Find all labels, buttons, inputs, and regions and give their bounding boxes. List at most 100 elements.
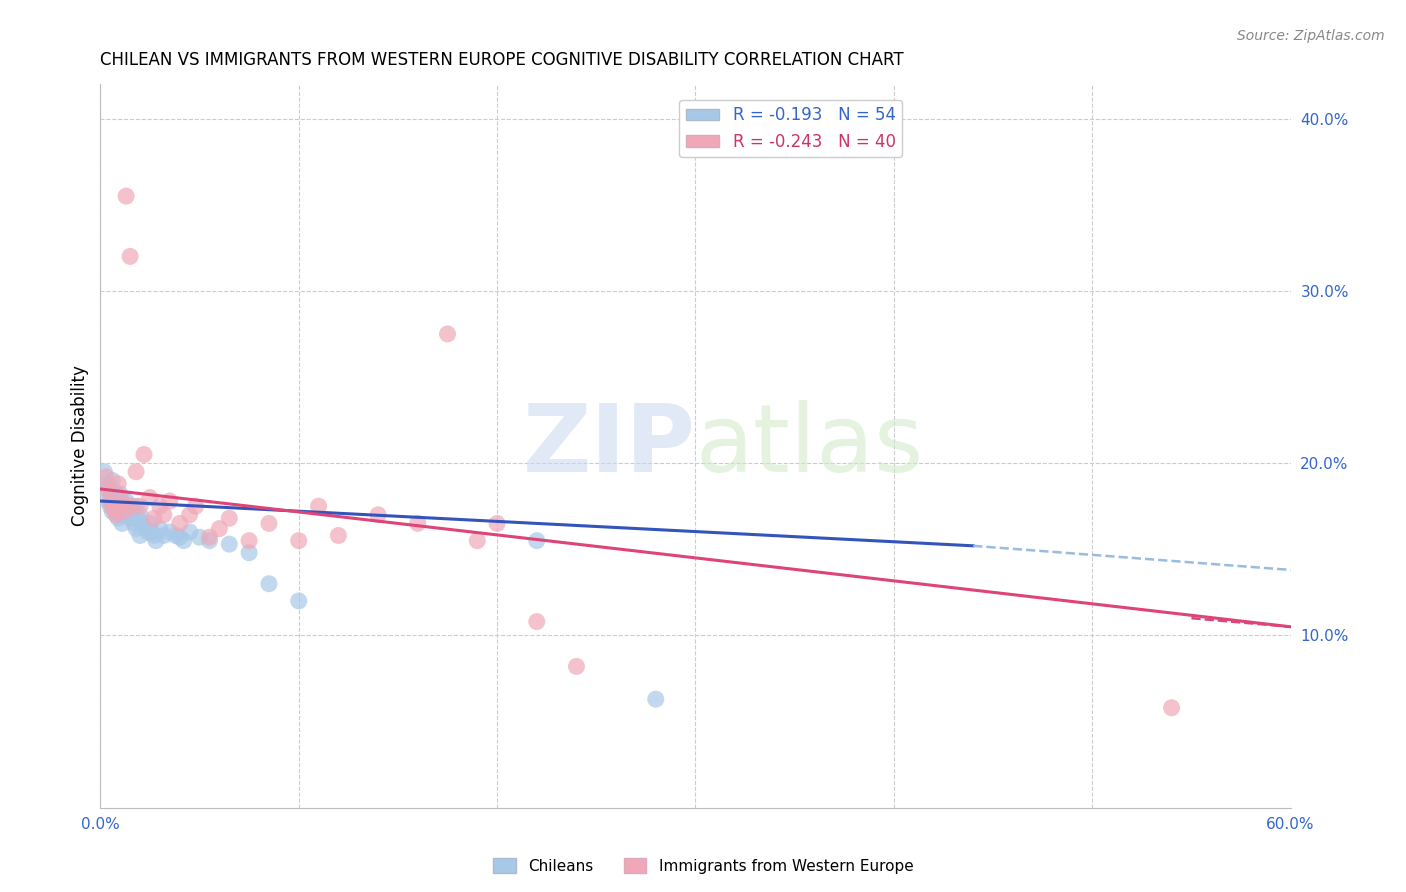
Point <box>107 511 129 525</box>
Point <box>117 508 139 522</box>
Point <box>257 516 280 531</box>
Point <box>101 504 124 518</box>
Point <box>169 516 191 531</box>
Point <box>98 494 121 508</box>
Point <box>98 487 121 501</box>
Point <box>141 524 163 539</box>
Point <box>97 482 120 496</box>
Point <box>169 530 191 544</box>
Point <box>111 516 134 531</box>
Point <box>131 516 153 531</box>
Point <box>121 499 143 513</box>
Point <box>287 594 309 608</box>
Point <box>218 537 240 551</box>
Point <box>97 476 120 491</box>
Point <box>112 508 135 522</box>
Point <box>98 499 121 513</box>
Point <box>165 528 187 542</box>
Point <box>103 485 125 500</box>
Point <box>198 533 221 548</box>
Point <box>121 504 143 518</box>
Point <box>101 499 124 513</box>
Point <box>139 491 162 505</box>
Point <box>125 499 148 513</box>
Point <box>108 494 131 508</box>
Point <box>101 474 124 488</box>
Point <box>132 448 155 462</box>
Point <box>108 487 131 501</box>
Point <box>149 522 172 536</box>
Point <box>129 508 152 522</box>
Point <box>565 659 588 673</box>
Point <box>125 465 148 479</box>
Point <box>105 508 128 522</box>
Point <box>93 465 115 479</box>
Point <box>159 494 181 508</box>
Point <box>208 522 231 536</box>
Legend: R = -0.193   N = 54, R = -0.243   N = 40: R = -0.193 N = 54, R = -0.243 N = 40 <box>679 100 903 157</box>
Point <box>436 326 458 341</box>
Point <box>526 615 548 629</box>
Point <box>142 528 165 542</box>
Point <box>184 499 207 513</box>
Point <box>406 516 429 531</box>
Point <box>127 511 149 525</box>
Text: Source: ZipAtlas.com: Source: ZipAtlas.com <box>1237 29 1385 43</box>
Point <box>132 520 155 534</box>
Point <box>112 504 135 518</box>
Point <box>188 530 211 544</box>
Point <box>129 499 152 513</box>
Point <box>139 516 162 531</box>
Legend: Chileans, Immigrants from Western Europe: Chileans, Immigrants from Western Europe <box>486 852 920 880</box>
Point <box>238 546 260 560</box>
Point <box>179 524 201 539</box>
Point <box>129 528 152 542</box>
Point <box>107 476 129 491</box>
Point <box>145 533 167 548</box>
Point <box>105 508 128 522</box>
Point <box>111 499 134 513</box>
Point <box>120 249 142 263</box>
Point <box>179 508 201 522</box>
Point <box>486 516 509 531</box>
Point <box>115 189 138 203</box>
Point <box>120 499 142 513</box>
Point <box>198 530 221 544</box>
Point <box>96 482 118 496</box>
Point <box>218 511 240 525</box>
Point <box>107 504 129 518</box>
Point <box>367 508 389 522</box>
Point <box>159 524 181 539</box>
Point <box>149 499 172 513</box>
Point <box>526 533 548 548</box>
Point <box>153 508 176 522</box>
Point <box>142 511 165 525</box>
Point <box>257 576 280 591</box>
Point <box>103 502 125 516</box>
Point <box>97 494 120 508</box>
Text: ZIP: ZIP <box>523 400 696 491</box>
Point <box>644 692 666 706</box>
Point <box>135 522 157 536</box>
Point <box>136 524 159 539</box>
Point <box>238 533 260 548</box>
Text: CHILEAN VS IMMIGRANTS FROM WESTERN EUROPE COGNITIVE DISABILITY CORRELATION CHART: CHILEAN VS IMMIGRANTS FROM WESTERN EUROP… <box>100 51 904 69</box>
Point <box>115 494 138 508</box>
Point <box>153 528 176 542</box>
Text: atlas: atlas <box>696 400 924 491</box>
Point <box>96 470 118 484</box>
Point <box>328 528 350 542</box>
Point <box>465 533 488 548</box>
Point <box>308 499 330 513</box>
Point <box>120 511 142 525</box>
Y-axis label: Cognitive Disability: Cognitive Disability <box>72 366 89 526</box>
Point <box>108 499 131 513</box>
Point <box>1160 700 1182 714</box>
Point <box>125 522 148 536</box>
Point <box>287 533 309 548</box>
Point <box>173 533 195 548</box>
Point <box>105 499 128 513</box>
Point <box>112 502 135 516</box>
Point <box>122 516 145 531</box>
Point <box>111 494 134 508</box>
